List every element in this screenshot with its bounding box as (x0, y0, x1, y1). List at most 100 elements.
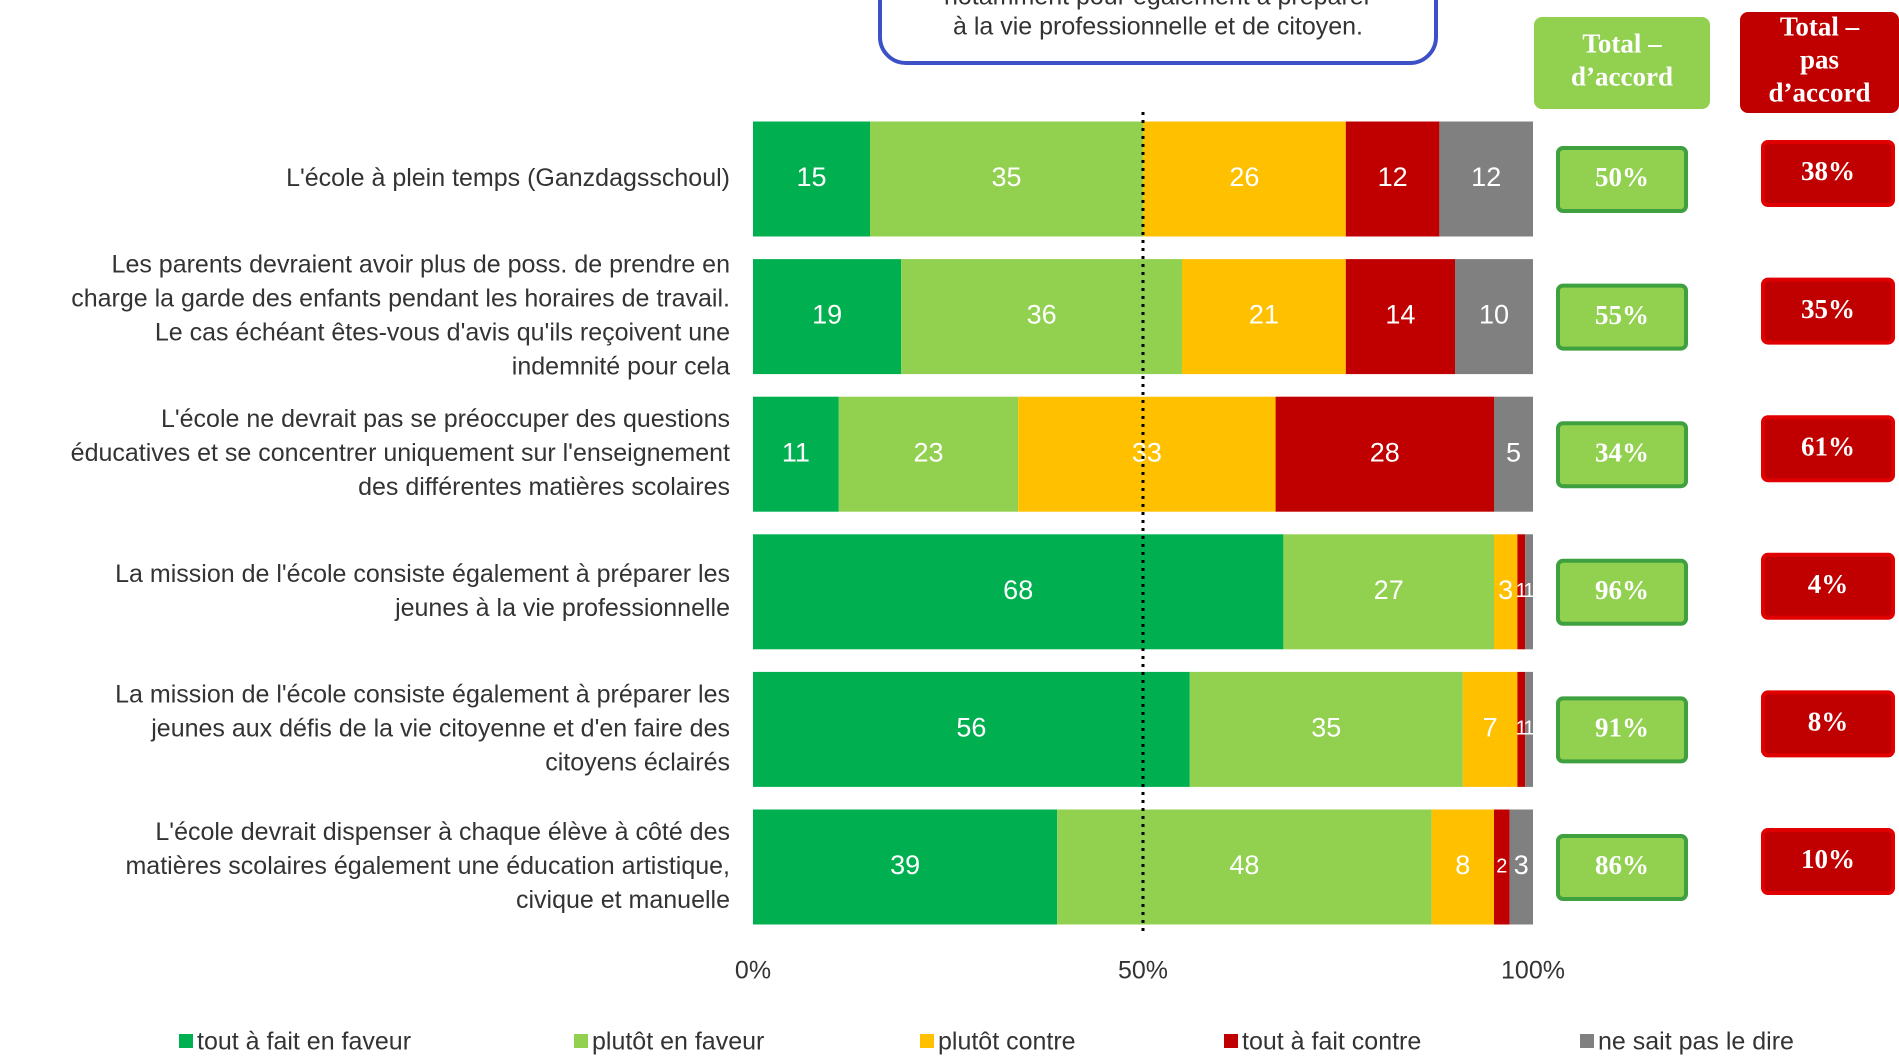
segment-label: 21 (1249, 300, 1279, 330)
total-box (1761, 277, 1895, 345)
segment-label: 5 (1506, 437, 1521, 467)
bar-segment (753, 396, 839, 512)
segment-label: 12 (1378, 162, 1408, 192)
legend-label: plutôt en faveur (592, 1028, 764, 1056)
category-label: L'école à plein temps (Ganzdagsschoul) (286, 164, 730, 192)
bar-segment (1494, 809, 1510, 925)
total-header-title: Total – d’accord (1571, 29, 1673, 92)
segment-label: 12 (1471, 162, 1501, 192)
total-header (1534, 17, 1710, 109)
total-value: 4% (1808, 569, 1849, 599)
total-box (1556, 421, 1688, 489)
callout-line: à la vie professionnelle et de citoyen. (953, 13, 1363, 41)
bar-segment (753, 671, 1190, 787)
x-tick-label: 50% (1118, 957, 1168, 985)
total-value: 10% (1801, 844, 1855, 874)
segment-label: 36 (1027, 300, 1057, 330)
bar-segment (1494, 396, 1533, 512)
bar-segment (1517, 671, 1526, 787)
segment-label: 28 (1370, 437, 1400, 467)
segment-label: 11 (782, 437, 810, 467)
bar-segment (1431, 809, 1494, 925)
category-label: L'école ne devrait pas se préoccuper des… (71, 405, 730, 501)
total-box (1761, 415, 1895, 483)
legend-swatch (179, 1034, 193, 1048)
segment-label: 3 (1498, 575, 1513, 605)
bar-segment (753, 259, 902, 375)
category-label: Les parents devraient avoir plus de poss… (71, 250, 730, 380)
bar-segment (1275, 396, 1494, 512)
legend-label: plutôt contre (938, 1028, 1076, 1056)
x-tick-label: 100% (1501, 957, 1565, 985)
bar-segment (1517, 534, 1526, 650)
total-box (1761, 690, 1895, 758)
segment-label: 15 (796, 162, 826, 192)
bar-segment (1057, 809, 1432, 925)
total-value: 8% (1808, 707, 1849, 737)
segment-label: 33 (1132, 437, 1162, 467)
bar-segment (1439, 121, 1533, 237)
total-header (1740, 12, 1899, 113)
segment-label: 68 (1003, 575, 1033, 605)
total-value: 86% (1595, 850, 1649, 880)
bar-segment (1182, 259, 1346, 375)
legend-label: tout à fait en faveur (197, 1028, 411, 1056)
segment-label: 35 (991, 162, 1021, 192)
bar-segment (1494, 534, 1518, 650)
total-value: 96% (1595, 575, 1649, 605)
legend-swatch (574, 1034, 588, 1048)
segment-label: 56 (956, 713, 986, 743)
bar-segment (838, 396, 1019, 512)
legend-label: ne sait pas le dire (1598, 1028, 1794, 1056)
bar-segment (1455, 259, 1533, 375)
callout-box (878, 0, 1438, 65)
segment-label: 1 (1524, 718, 1535, 740)
bar-segment (1283, 534, 1494, 650)
total-value: 38% (1801, 156, 1855, 186)
segment-label: 48 (1229, 850, 1259, 880)
legend-swatch (920, 1034, 934, 1048)
segment-label: 8 (1455, 850, 1470, 880)
legend-swatch (1224, 1034, 1238, 1048)
segment-label: 1 (1516, 718, 1527, 740)
segment-label: 1 (1524, 580, 1535, 602)
total-box (1556, 834, 1688, 901)
total-box (1556, 283, 1688, 351)
total-box (1761, 552, 1895, 620)
bar-segment (1189, 671, 1463, 787)
total-box (1761, 828, 1895, 895)
bar-segment (1143, 121, 1346, 237)
legend-label: tout à fait contre (1242, 1028, 1421, 1056)
segment-label: 23 (913, 437, 943, 467)
bar-segment (1345, 259, 1455, 375)
bar-segment (1345, 121, 1440, 237)
bar-segment (901, 259, 1182, 375)
callout-line: notamment pour également à préparer (944, 0, 1372, 11)
legend-swatch (1580, 1034, 1594, 1048)
category-label: La mission de l'école consiste également… (115, 680, 730, 776)
category-label: La mission de l'école consiste également… (115, 559, 730, 621)
bar-segment (753, 121, 870, 237)
total-value: 55% (1595, 300, 1649, 330)
bar-segment (1018, 396, 1276, 512)
total-box (1556, 696, 1688, 764)
total-value: 61% (1801, 431, 1855, 461)
x-tick-label: 0% (735, 957, 771, 985)
segment-label: 10 (1479, 300, 1509, 330)
segment-label: 1 (1516, 580, 1527, 602)
segment-label: 2 (1496, 855, 1507, 877)
total-header-title: Total – pas d’accord (1769, 12, 1871, 108)
bar-segment (753, 809, 1058, 925)
segment-label: 19 (812, 300, 842, 330)
total-box (1761, 140, 1895, 207)
total-value: 34% (1595, 437, 1649, 467)
bar-segment (1462, 671, 1518, 787)
category-label: L'école devrait dispenser à chaque élève… (125, 818, 730, 914)
total-value: 35% (1801, 294, 1855, 324)
bar-segment (1509, 809, 1533, 925)
segment-label: 39 (890, 850, 920, 880)
segment-label: 14 (1385, 300, 1415, 330)
segment-label: 35 (1311, 713, 1341, 743)
total-box (1556, 558, 1688, 626)
total-box (1556, 146, 1688, 213)
